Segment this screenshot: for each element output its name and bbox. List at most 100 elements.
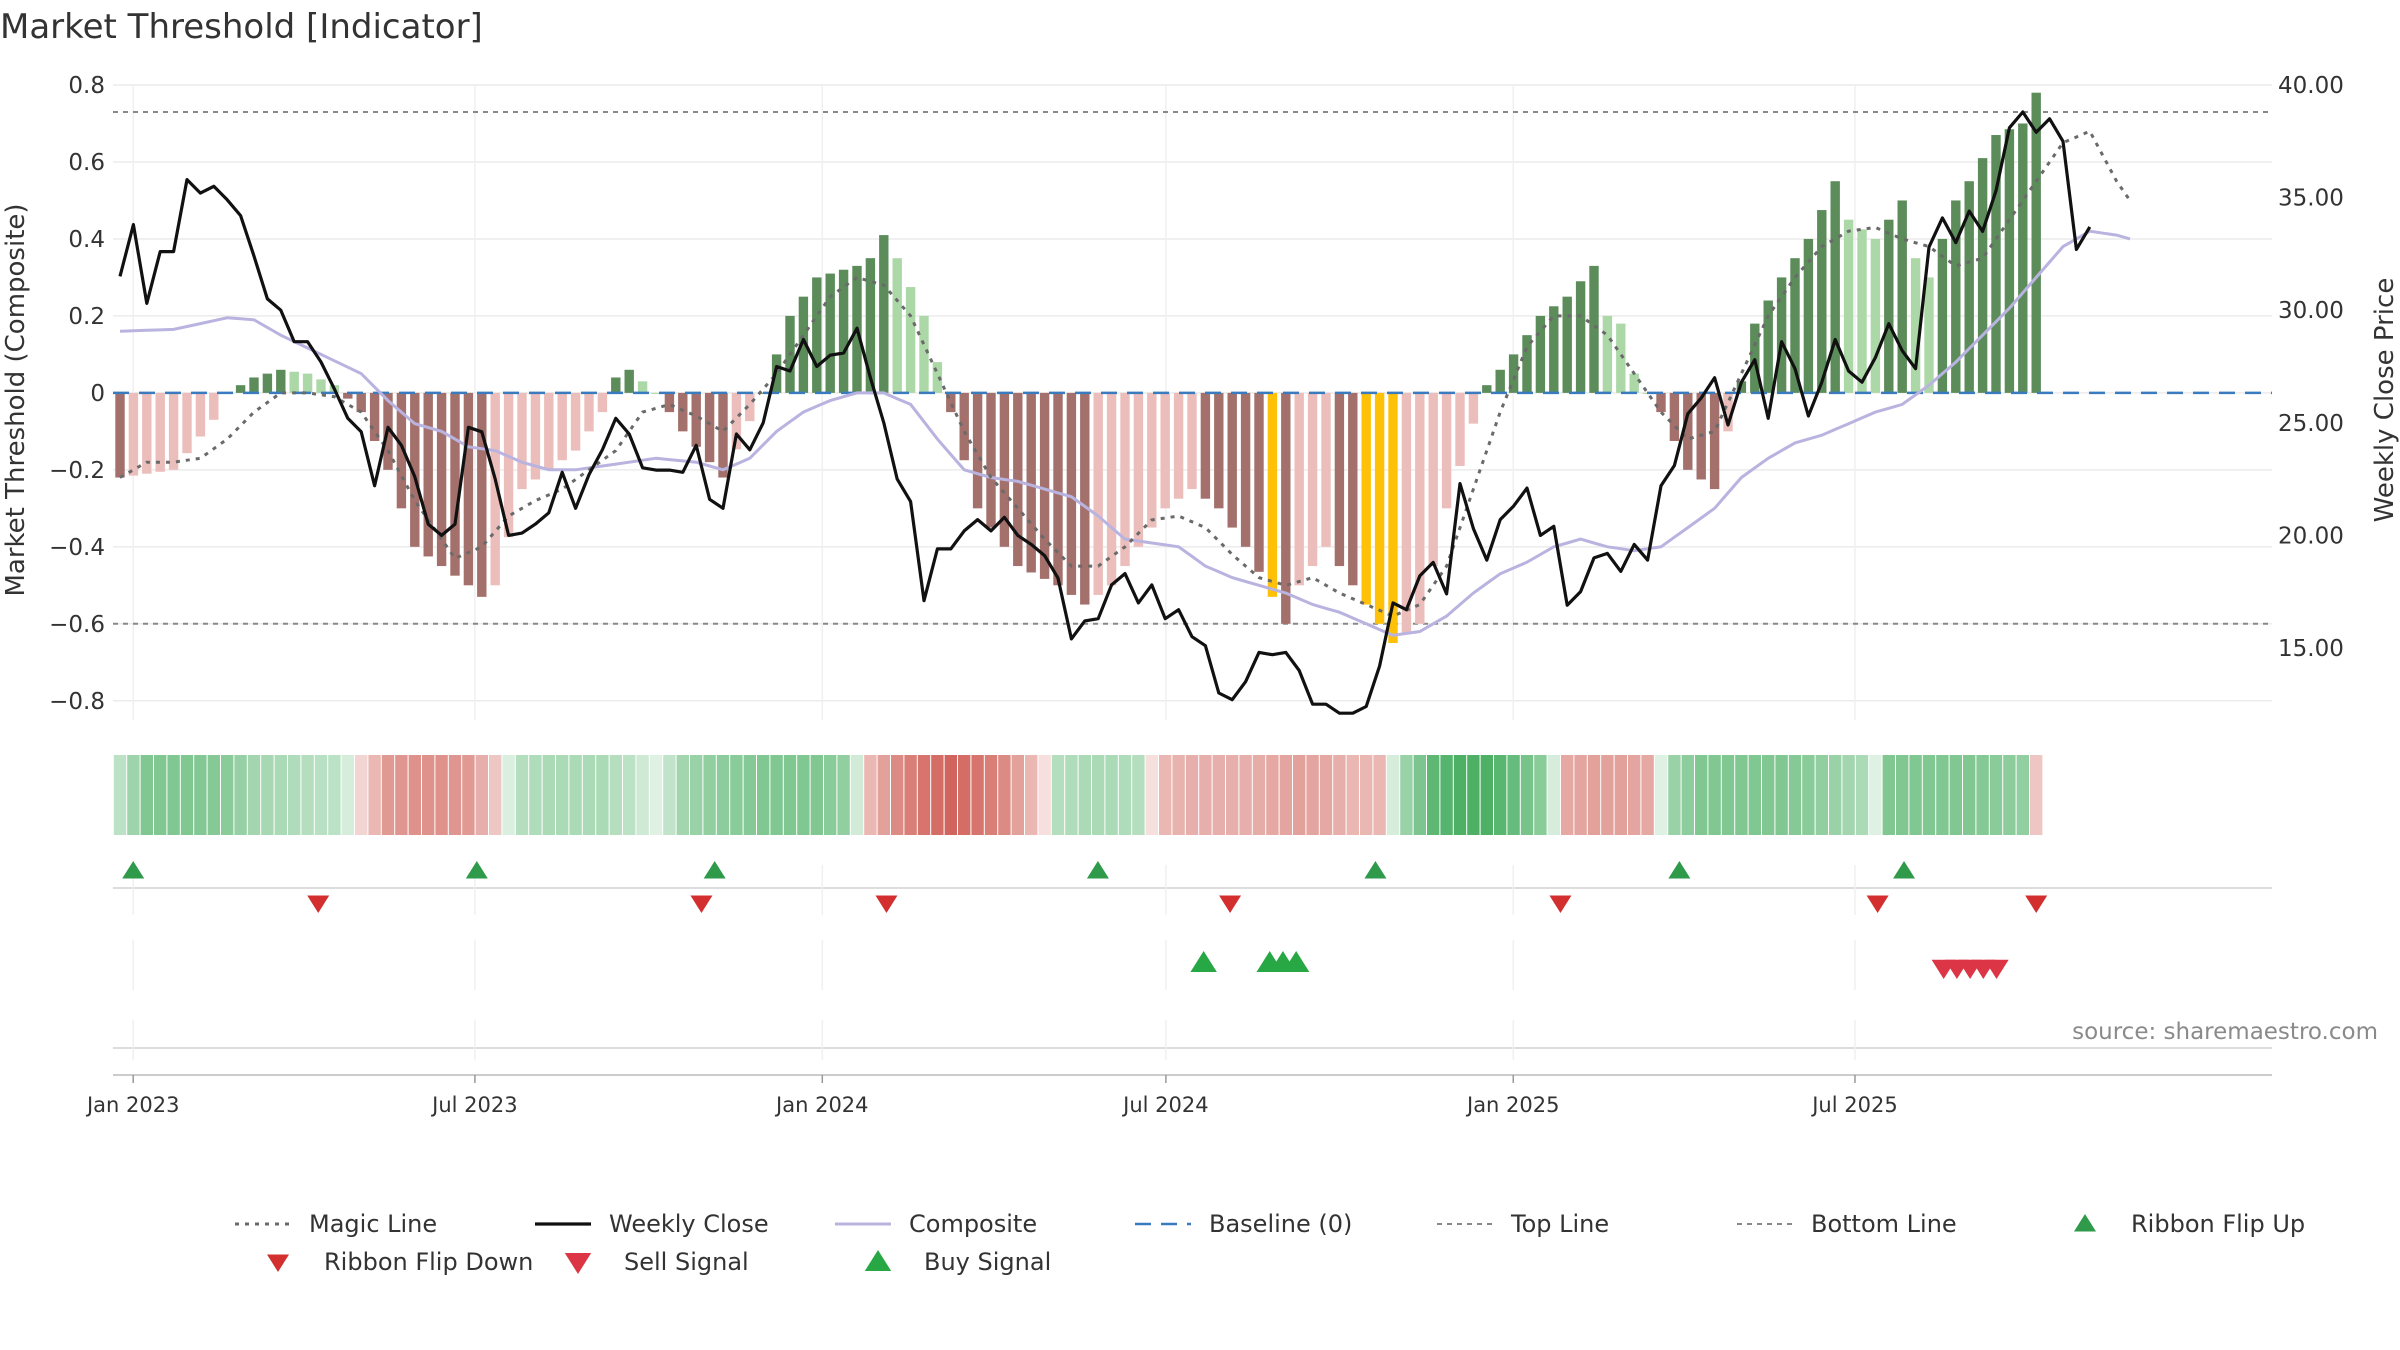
legend: Magic Line Weekly Close Composite Baseline … — [235, 1210, 2305, 1276]
histogram-bar — [678, 392, 688, 432]
ribbon-cell — [609, 755, 622, 835]
histogram-bar — [865, 258, 876, 393]
histogram-bar — [1053, 392, 1063, 586]
histogram-bar — [1080, 392, 1090, 605]
histogram-bars — [115, 92, 2041, 644]
ribbon-cell — [1293, 755, 1306, 835]
ribbon-flip-down-marker — [875, 895, 898, 913]
composite-line — [119, 229, 2131, 637]
histogram-bar — [1669, 392, 1680, 441]
ribbon-cell — [1520, 755, 1534, 835]
ribbon-cell — [1574, 755, 1587, 835]
histogram-bar — [1361, 392, 1371, 605]
histogram-bar — [1401, 392, 1412, 634]
histogram-bar — [1013, 392, 1023, 567]
ribbon-cell — [301, 755, 314, 835]
ribbon-cell — [448, 755, 462, 835]
ribbon-cell — [381, 755, 395, 835]
left-tick-label: 0.6 — [68, 150, 105, 176]
histogram-bar — [302, 373, 313, 393]
histogram-bar — [892, 258, 902, 393]
histogram-bar — [1589, 265, 1599, 393]
ribbon-cell — [1561, 755, 1574, 835]
histogram-bar — [637, 381, 648, 393]
histogram-bar — [1776, 277, 1787, 393]
histogram-bar — [463, 392, 474, 586]
ribbon-cell — [1922, 755, 1936, 835]
left-axis-label: Market Threshold (Composite) — [1, 203, 31, 596]
x-tick-label: Jan 2024 — [774, 1093, 869, 1117]
ribbon-cell — [1815, 755, 1828, 835]
right-tick-label: 40.00 — [2278, 73, 2344, 99]
ribbon-cell — [1654, 755, 1668, 835]
histogram-bar — [1455, 392, 1465, 466]
histogram-bar — [624, 369, 634, 393]
x-tick-label: Jul 2025 — [1810, 1093, 1897, 1117]
histogram-bar — [1240, 392, 1251, 547]
histogram-bar — [477, 392, 487, 597]
histogram-bar — [249, 377, 259, 393]
ribbon-cell — [489, 755, 502, 835]
histogram-bar — [1307, 392, 1318, 567]
ribbon-cell — [1025, 755, 1038, 835]
ribbon-cell — [917, 755, 931, 835]
ribbon-cell — [877, 755, 890, 835]
histogram-bar — [1830, 181, 1840, 393]
histogram-bar — [905, 287, 916, 393]
left-axis-ticks: 0.8 0.6 0.4 0.2 0 −0.2 −0.4 −0.6 −0.8 — [49, 73, 105, 715]
histogram-bar — [1977, 158, 1988, 393]
histogram-bar — [1026, 392, 1036, 573]
histogram-bar — [182, 392, 192, 454]
histogram-bar — [1910, 258, 1921, 393]
histogram-bar — [1348, 392, 1358, 586]
ribbon-cell — [1386, 755, 1400, 835]
ribbon-cell — [1212, 755, 1225, 835]
ribbon-cell — [194, 755, 207, 835]
histogram-bar — [262, 373, 273, 393]
histogram-bar — [1334, 392, 1345, 567]
ribbon-cell — [998, 755, 1011, 835]
ribbon-cell — [1145, 755, 1158, 835]
ribbon-cell — [515, 755, 529, 835]
histogram-bar — [1468, 392, 1479, 424]
ribbon-cell — [368, 755, 381, 835]
ribbon-cell — [582, 755, 596, 835]
histogram-bar — [343, 392, 353, 399]
histogram-bar — [1763, 300, 1773, 393]
ribbon-cell — [462, 755, 475, 835]
histogram-bar — [450, 392, 460, 576]
histogram-bar — [1093, 392, 1103, 595]
ribbon-cell — [1668, 755, 1681, 835]
histogram-bar — [1281, 392, 1291, 624]
ribbon-cell — [314, 755, 328, 835]
histogram-bar — [570, 392, 581, 451]
right-tick-label: 30.00 — [2278, 298, 2344, 324]
ribbon-cell — [167, 755, 180, 835]
ribbon-cell — [154, 755, 167, 835]
ribbon-cell — [1132, 755, 1145, 835]
histogram-bar — [1321, 392, 1331, 547]
ribbon-cell — [770, 755, 783, 835]
ribbon-flip-up-marker — [1364, 861, 1387, 879]
histogram-bar — [396, 392, 407, 509]
histogram-bar — [1535, 315, 1546, 393]
signal-panels — [113, 865, 2272, 1076]
histogram-bar — [1522, 335, 1532, 393]
histogram-bar — [1388, 392, 1398, 644]
histogram-bar — [1629, 373, 1639, 393]
ribbon-cell — [1936, 755, 1949, 835]
legend-item: Composite — [835, 1210, 1037, 1238]
histogram-bar — [209, 392, 219, 420]
ribbon-cell — [207, 755, 220, 835]
ribbon-strip — [113, 755, 2043, 835]
ribbon-flip-down-marker — [307, 895, 330, 913]
histogram-bar — [972, 392, 983, 509]
histogram-bar — [1616, 323, 1626, 393]
ribbon-cell — [288, 755, 301, 835]
ribbon-cell — [1614, 755, 1627, 835]
ribbon-cell — [984, 755, 998, 835]
histogram-bar — [155, 392, 165, 472]
right-axis-ticks: 40.00 35.00 30.00 25.00 20.00 15.00 — [2278, 73, 2344, 662]
histogram-bar — [1187, 392, 1197, 490]
